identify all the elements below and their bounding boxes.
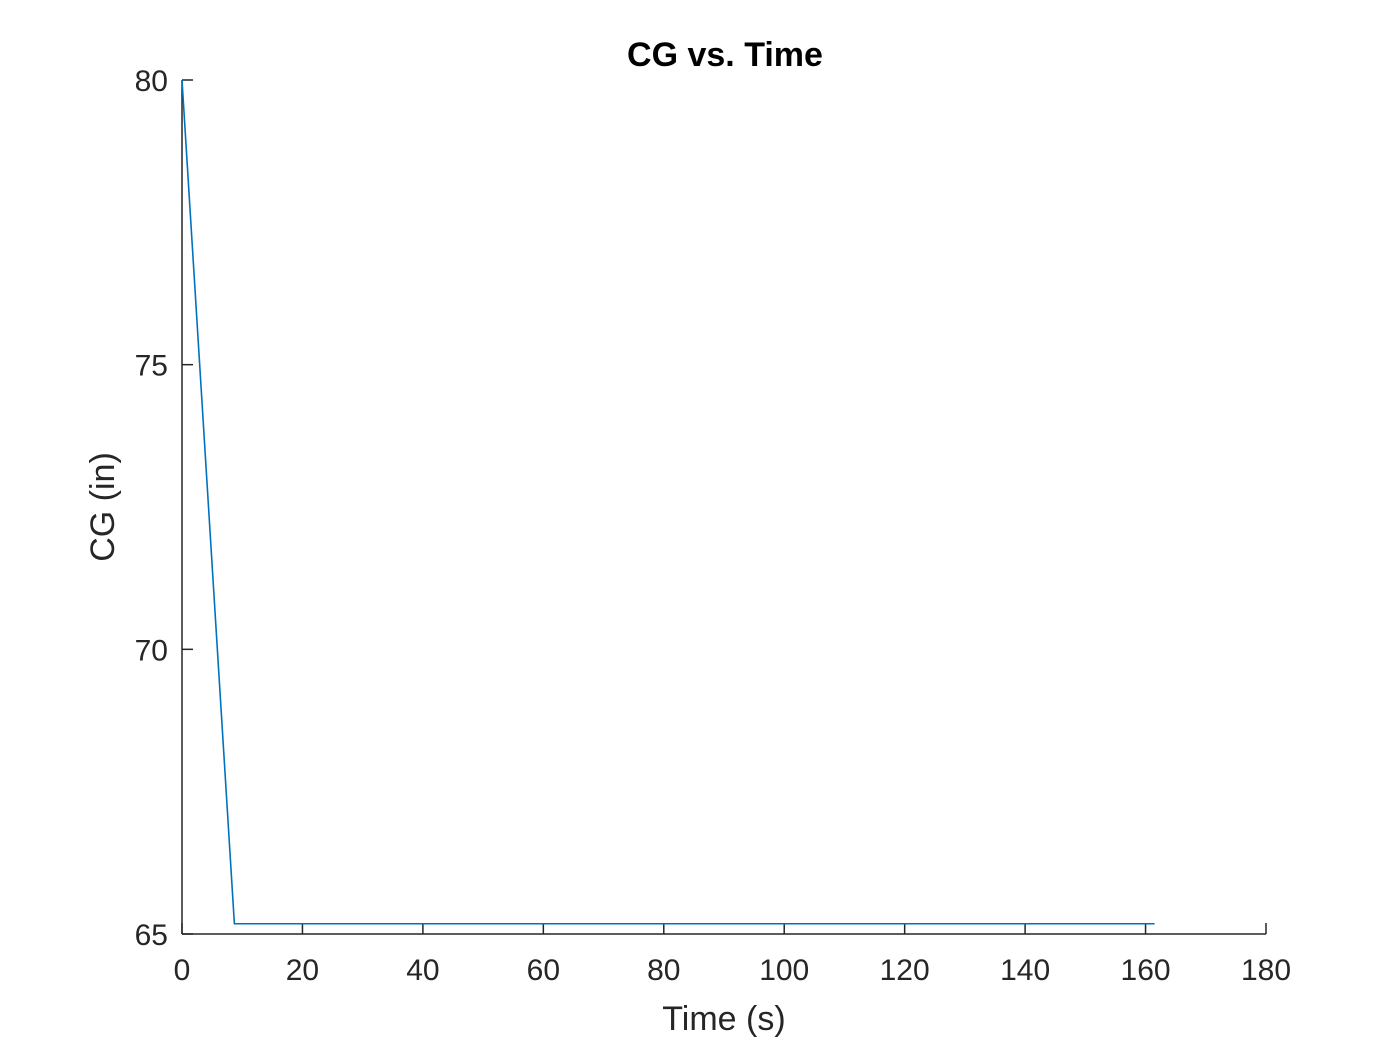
y-tick-label: 70: [135, 634, 168, 667]
y-axis-label: CG (in): [84, 452, 122, 562]
y-tick-label: 65: [135, 919, 168, 952]
x-tick-label: 100: [759, 954, 809, 987]
x-tick-label: 180: [1241, 954, 1291, 987]
axes: [181, 80, 1266, 935]
y-tick-label: 80: [135, 65, 168, 98]
x-axis-ticks: 0 20 40 60 80 100 120 140 160 180: [174, 923, 1291, 987]
y-tick-label: 75: [135, 350, 168, 383]
x-tick-label: 40: [406, 954, 439, 987]
x-tick-label: 20: [286, 954, 319, 987]
series-line: [181, 79, 1155, 925]
y-axis-ticks: 65 70 75 80: [135, 65, 193, 952]
x-tick-label: 60: [527, 954, 560, 987]
x-tick-label: 0: [174, 954, 191, 987]
x-tick-label: 160: [1121, 954, 1171, 987]
x-tick-label: 120: [880, 954, 930, 987]
x-tick-label: 140: [1000, 954, 1050, 987]
chart-title: CG vs. Time: [627, 36, 823, 74]
x-tick-label: 80: [647, 954, 680, 987]
x-axis-label: Time (s): [662, 1000, 785, 1038]
